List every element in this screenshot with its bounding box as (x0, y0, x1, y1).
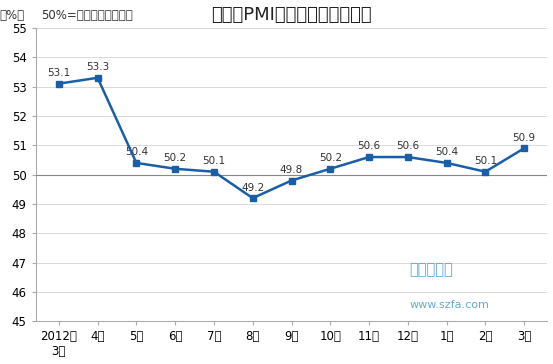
Text: 49.2: 49.2 (241, 183, 264, 193)
Text: 50.6: 50.6 (357, 142, 380, 151)
Text: 49.8: 49.8 (280, 165, 303, 175)
Text: 50.2: 50.2 (164, 153, 187, 163)
Text: 50.4: 50.4 (435, 147, 458, 157)
Text: 中国家具网: 中国家具网 (409, 262, 453, 277)
Text: （%）: （%） (0, 9, 25, 22)
Text: 50.9: 50.9 (513, 133, 536, 143)
Title: 制造业PMI指数（经季节调整）: 制造业PMI指数（经季节调整） (211, 5, 372, 24)
Text: 50.4: 50.4 (125, 147, 148, 157)
Text: 53.3: 53.3 (86, 62, 109, 72)
Text: 53.1: 53.1 (47, 68, 70, 78)
Text: 50%=与上月比较无变化: 50%=与上月比较无变化 (41, 9, 132, 22)
Text: www.szfa.com: www.szfa.com (409, 300, 489, 310)
Text: 50.2: 50.2 (319, 153, 342, 163)
Text: 50.1: 50.1 (202, 156, 226, 166)
Text: 50.6: 50.6 (397, 142, 419, 151)
Text: 50.1: 50.1 (474, 156, 497, 166)
